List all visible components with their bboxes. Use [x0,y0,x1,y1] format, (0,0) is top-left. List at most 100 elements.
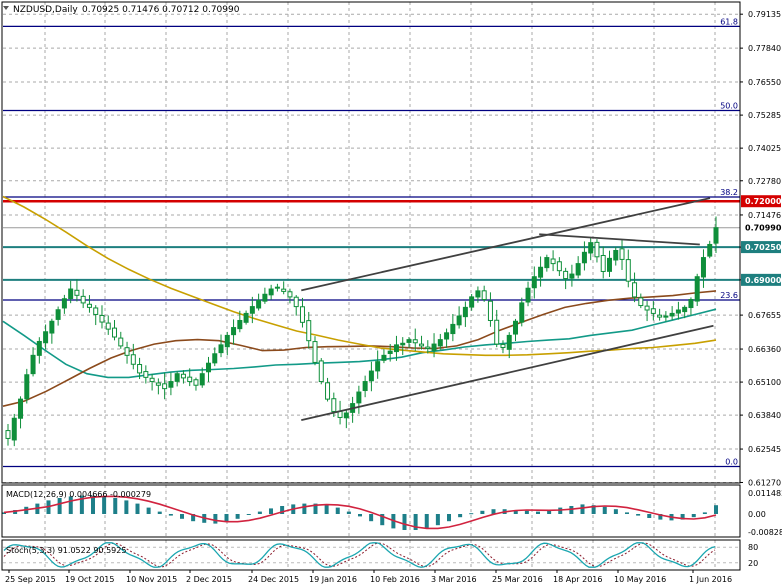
date-tick-label: 19 Oct 2015 [65,575,114,584]
candle-body [262,293,268,302]
price-tick-label: 0.74025 [748,144,781,153]
macd-bar [57,498,62,514]
candle-body [437,339,443,347]
fib-level-label: 38.2 [720,188,738,197]
macd-bar [168,514,173,516]
fib-level-label: 50.0 [720,102,738,111]
candle-body [86,303,92,308]
chevron-down-icon[interactable] [3,6,9,10]
macd-bar [691,514,696,518]
price-tick-label: 0.66360 [748,345,781,354]
candle-body [688,299,694,309]
macd-bar [369,514,374,522]
macd-bar [324,505,329,514]
date-tick-label: 2 Dec 2015 [186,575,232,584]
candle-body [80,295,86,304]
stoch-main-line [3,542,716,568]
macd-bar [413,514,418,530]
candle-body [544,257,550,269]
trendlines[interactable] [301,197,714,421]
candle-body [368,370,374,382]
macd-signal-line [3,495,717,530]
candle-body [318,360,324,383]
level-price-tag-bg [741,195,781,208]
date-tick-label: 10 Feb 2016 [370,575,420,584]
macd-bar [113,498,118,514]
candle-body [281,288,287,292]
macd-bar [157,511,162,514]
current-price-tag: 0.70990 [745,224,782,233]
candle-body [375,361,381,372]
candle-body [299,306,305,323]
candle-body [143,371,149,378]
stoch-axis-label: 80 [748,543,758,552]
price-tick-label: 0.65100 [748,378,781,387]
candle-body [180,373,186,379]
candle-body [462,306,468,318]
stochastic-window [3,542,740,568]
candle-body [638,297,644,307]
candle-body [625,259,631,282]
horizontal-levels[interactable]: 61.8 50.0 38.2 23.6 0.0 [3,17,740,468]
trendline-upper-wedge-line[interactable] [539,233,700,246]
candle-body [237,319,243,330]
moving-average-fast [2,308,717,379]
macd-axis-label: 0.00 [748,510,766,519]
candle-body [556,261,562,272]
macd-bar [346,511,351,514]
candle-body [657,314,663,318]
candle-body [55,309,61,320]
macd-bar [458,514,463,518]
candle-body [93,307,99,315]
date-tick-label: 25 Mar 2016 [492,575,543,584]
candle-body [243,312,249,323]
macd-bar [402,514,407,530]
candle-body [663,315,669,318]
price-tick-label: 0.63840 [748,411,781,420]
trendline-upper-channel[interactable] [301,197,711,292]
macd-axis-label: 0.011482 [748,489,782,498]
candle-body [124,347,130,356]
candle-body [538,266,544,278]
level-price-tag: 0.69000 [745,276,782,285]
symbol-label: NZDUSD,Daily [13,5,78,15]
candle-body [525,287,531,303]
candle-body [450,323,456,335]
macd-bar [335,507,340,514]
macd-bar [91,495,95,514]
candle-body [362,381,368,392]
candle-body [682,306,688,313]
candle-body [112,327,118,338]
level-price-tag-bg [741,241,781,254]
candle-body [149,377,155,383]
price-tick-label: 0.79135 [748,10,781,19]
macd-bar [602,506,607,514]
candle-body [5,430,11,439]
macd-bar [480,510,485,514]
candle-body [619,248,625,260]
candle-body [600,255,606,272]
macd-bar [580,504,585,514]
candle-body [312,341,318,363]
date-tick-label: 1 Jun 2016 [689,575,732,584]
trendline-lower-channel[interactable] [301,324,714,421]
date-tick-label: 18 Apr 2016 [553,575,602,584]
candle-body [130,354,136,365]
macd-bar [513,510,518,514]
price-tick-label: 0.76550 [748,78,781,87]
price-tick-label: 0.67655 [748,311,781,320]
candle-body [274,286,280,289]
macd-bar [447,514,451,522]
candle-body [575,263,581,276]
candle-body [18,398,24,419]
macd-bar [213,514,218,524]
macd-bar [146,507,151,514]
macd-bar [524,510,529,514]
candle-body [588,242,594,254]
moving-averages [2,195,717,407]
price-tick-label: 0.61270 [748,478,781,487]
macd-bar [79,495,84,514]
macd-bar [658,514,663,520]
